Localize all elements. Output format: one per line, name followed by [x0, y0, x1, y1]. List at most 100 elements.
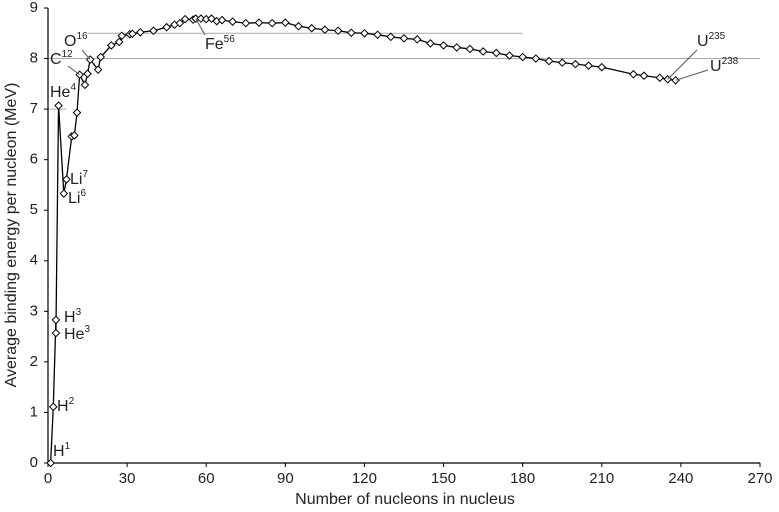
point	[478, 47, 488, 56]
point	[162, 22, 171, 32]
point	[93, 65, 103, 74]
leader-line	[67, 65, 80, 76]
y-tick-label: 3	[30, 302, 38, 319]
point	[531, 54, 541, 63]
x-axis-label: Number of nucleons in nucleus	[295, 491, 515, 508]
annotation-element: U	[697, 33, 709, 50]
point	[491, 48, 501, 58]
leader-line	[675, 69, 709, 81]
point	[196, 14, 206, 23]
point	[267, 18, 277, 28]
point	[452, 43, 462, 52]
annotation: H1	[53, 441, 71, 461]
point	[217, 15, 227, 25]
point	[281, 18, 290, 27]
point	[135, 27, 145, 37]
point	[80, 80, 90, 90]
point	[294, 21, 303, 31]
point	[70, 131, 79, 140]
point	[128, 29, 137, 39]
point	[114, 37, 124, 47]
point	[59, 189, 69, 198]
y-tick-label: 9	[30, 0, 38, 16]
point	[307, 23, 317, 33]
annotation-mass: 12	[62, 49, 74, 60]
point	[373, 30, 382, 40]
point	[544, 56, 554, 66]
point	[180, 14, 190, 24]
annotation-mass: 3	[76, 307, 82, 318]
y-tick-label: 1	[30, 403, 38, 420]
point	[83, 69, 92, 79]
point	[412, 35, 422, 44]
point	[228, 17, 237, 26]
point	[46, 458, 55, 468]
point	[639, 71, 649, 81]
y-tick-label: 2	[30, 353, 38, 370]
y-tick-label: 4	[30, 252, 38, 269]
point	[175, 18, 185, 28]
point	[465, 44, 475, 54]
y-axis-label: Average binding energy per nucleon (MeV)	[3, 83, 20, 388]
leader-line	[81, 49, 91, 60]
point	[48, 402, 58, 412]
annotation-element: He	[64, 326, 85, 343]
point	[72, 108, 82, 117]
annotation: Li7	[70, 169, 88, 189]
point	[51, 328, 61, 338]
point	[320, 25, 330, 35]
point	[149, 26, 158, 36]
annotation: Fe56	[205, 34, 235, 54]
point	[96, 52, 106, 62]
point	[360, 28, 369, 38]
x-tick-label: 90	[277, 470, 294, 487]
leader-line	[195, 18, 206, 36]
annotation-mass: 235	[709, 31, 726, 42]
point	[557, 58, 567, 67]
point	[505, 51, 514, 60]
annotation-element: Li	[70, 171, 82, 188]
point	[346, 28, 356, 38]
annotation-element: H	[64, 309, 76, 326]
annotation: H2	[57, 396, 75, 416]
annotation-mass: 3	[84, 324, 90, 335]
point	[62, 175, 71, 184]
point	[51, 315, 61, 325]
x-tick-label: 240	[668, 470, 693, 487]
point	[241, 18, 251, 28]
annotation: Li6	[68, 188, 86, 208]
leader-line	[667, 49, 698, 80]
point	[54, 101, 63, 110]
x-tick-label: 120	[352, 470, 377, 487]
x-tick-label: 0	[44, 470, 52, 487]
annotation-element: H	[53, 443, 65, 460]
line	[49, 17, 676, 464]
annotation: C12	[50, 49, 73, 69]
annotation-element: Li	[68, 190, 80, 207]
point	[386, 32, 396, 42]
annotation: He3	[64, 324, 90, 344]
annotation: U235	[697, 31, 726, 51]
annotation: O16	[64, 31, 88, 51]
annotation-mass: 56	[224, 34, 236, 45]
annotation-mass: 6	[80, 188, 86, 199]
annotation: U238	[710, 56, 739, 76]
annotation-mass: 16	[76, 31, 88, 42]
annotation-element: He	[50, 84, 71, 101]
y-tick-label: 6	[30, 151, 38, 168]
y-tick-label: 0	[30, 454, 38, 471]
annotation-element: O	[64, 33, 76, 50]
annotation: H3	[64, 307, 82, 327]
x-tick-label: 150	[431, 470, 456, 487]
point	[584, 61, 593, 70]
point	[106, 41, 116, 50]
annotation-element: Fe	[205, 36, 224, 53]
point	[333, 26, 343, 36]
point	[117, 31, 127, 41]
annotation-element: H	[57, 398, 69, 415]
point	[254, 18, 264, 27]
annotation-element: C	[50, 51, 62, 68]
annotation: He4	[50, 82, 76, 102]
annotation-element: U	[710, 58, 722, 75]
